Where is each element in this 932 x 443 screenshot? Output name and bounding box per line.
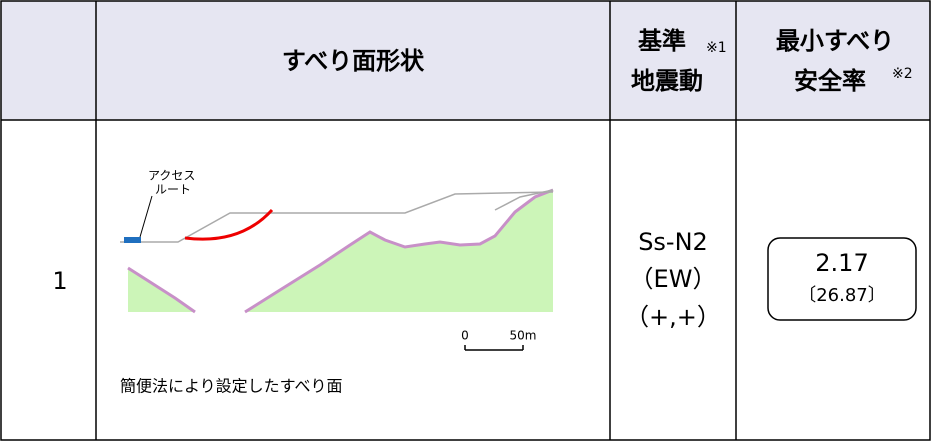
header-note: ※1 <box>706 40 727 56</box>
header-gm: 基準 <box>638 27 686 55</box>
header-shape: すべり面形状 <box>282 47 425 75</box>
access-label: ルート <box>155 183 191 197</box>
safety-value: 2.17 <box>815 249 868 277</box>
ground-motion: （+,+） <box>625 303 721 331</box>
header-note: ※2 <box>892 66 913 82</box>
caption: 簡便法により設定したすべり面 <box>120 377 343 396</box>
scale-label: 50m <box>510 329 537 343</box>
row-no: 1 <box>52 267 67 295</box>
header-safety: 最小すべり <box>776 27 894 55</box>
safety-bracket: 〔26.87〕 <box>798 285 886 306</box>
ground-motion: （EW） <box>630 265 717 293</box>
ground-motion: Ss-N2 <box>638 228 708 256</box>
header-safety: 安全率 <box>794 67 866 95</box>
value-box <box>767 237 917 321</box>
access-label: アクセス <box>148 169 195 183</box>
header-gm: 地震動 <box>631 67 703 95</box>
scale-label: 0 <box>461 329 469 343</box>
section-figure <box>120 188 554 351</box>
header-bg <box>1 1 930 120</box>
